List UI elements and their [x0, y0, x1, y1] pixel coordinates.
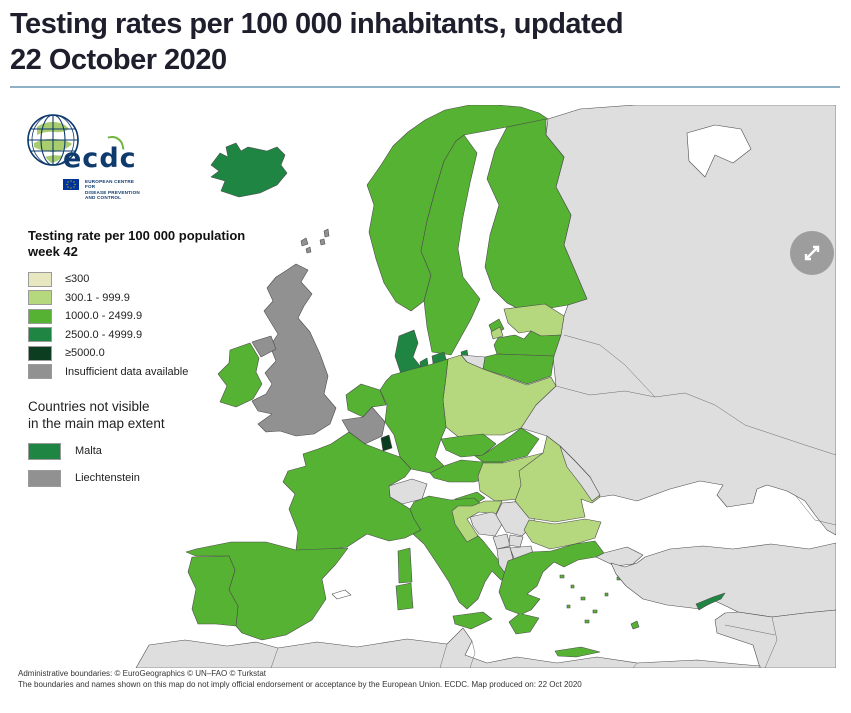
legend-swatch-2500-4999 — [28, 327, 52, 343]
legend-swatch-le300 — [28, 271, 52, 287]
region-romania — [514, 435, 601, 523]
region-corsica — [397, 547, 413, 584]
region-rhodes — [630, 620, 640, 630]
region-netherlands — [345, 383, 387, 418]
region-moldova — [559, 445, 601, 502]
region-white-sea — [686, 124, 752, 178]
ecdc-org-name: EUROPEAN CENTRE FOR DISEASE PREVENTION A… — [85, 179, 145, 201]
inset-legend-title: Countries not visible in the main map ex… — [28, 398, 258, 432]
legend-row: ≤300 — [28, 270, 258, 289]
region-balearics — [331, 589, 352, 600]
choropleth-map-svg — [135, 105, 836, 668]
legend-title-line1: Testing rate per 100 000 population — [28, 228, 246, 243]
region-estonia-islands — [490, 326, 504, 340]
region-finland — [484, 118, 588, 312]
border-libya-egypt — [632, 662, 638, 668]
legend-label: 2500.0 - 4999.9 — [65, 328, 143, 341]
credits-line2: The boundaries and names shown on this m… — [18, 679, 582, 689]
europe-map — [15, 105, 836, 668]
region-shetland — [319, 228, 330, 246]
page-title-line2: 22 October 2020 — [10, 44, 227, 76]
inset-legend: Countries not visible in the main map ex… — [28, 398, 258, 487]
page-title: Testing rates per 100 000 inhabitants, u… — [10, 6, 840, 88]
inset-row-liechtenstein: Liechtenstein — [28, 469, 258, 487]
region-greece — [498, 540, 605, 635]
region-bosnia — [469, 511, 506, 537]
legend-row: 300.1 - 999.9 — [28, 289, 258, 308]
border-caucasus — [794, 494, 836, 526]
liechtenstein-label: Liechtenstein — [75, 472, 140, 484]
inset-title-line2: in the main map extent — [28, 416, 165, 431]
region-portugal — [187, 555, 239, 627]
credits-line1: Administrative boundaries: © EuroGeograp… — [18, 669, 267, 678]
legend-row: 1000.0 - 2499.9 — [28, 307, 258, 326]
malta-swatch — [28, 442, 61, 460]
legend-swatch-insufficient — [28, 364, 52, 380]
ecdc-logo: ecdc EUROPEAN CENTRE FOR DISEASE PREVENT… — [25, 113, 145, 200]
legend-label: ≥5000.0 — [65, 347, 105, 360]
expand-arrows-icon — [804, 245, 820, 261]
inset-row-malta: Malta — [28, 442, 258, 460]
border-mideast-1 — [764, 616, 778, 668]
legend-row: ≥5000.0 — [28, 344, 258, 363]
legend-label: Insufficient data available — [65, 365, 189, 378]
region-cyprus — [695, 592, 726, 611]
inset-title-line1: Countries not visible — [28, 399, 150, 414]
border-algeria-tunisia — [439, 643, 448, 668]
region-turkey — [610, 542, 836, 618]
legend-row: 2500.0 - 4999.9 — [28, 326, 258, 345]
ecdc-org-line3: AND CONTROL — [85, 195, 122, 201]
region-estonia — [503, 303, 565, 337]
region-czechia — [440, 433, 497, 458]
border-tunisia-libya — [469, 640, 476, 668]
map-credits: Administrative boundaries: © EuroGeograp… — [18, 669, 582, 690]
malta-label: Malta — [75, 445, 102, 457]
border-belarus-ukraine — [555, 385, 686, 398]
map-legend: Testing rate per 100 000 population week… — [28, 228, 258, 381]
region-north-africa — [135, 627, 761, 668]
legend-title: Testing rate per 100 000 population week… — [28, 228, 258, 260]
globe-icon — [27, 114, 79, 166]
region-bulgaria — [523, 518, 602, 550]
legend-swatch-300-999 — [28, 290, 52, 306]
region-luxembourg — [380, 434, 393, 452]
legend-swatch-1000-2499 — [28, 308, 52, 324]
liechtenstein-swatch — [28, 469, 61, 487]
region-sardinia — [395, 582, 414, 611]
region-ireland — [217, 342, 263, 408]
border-morocco-algeria — [270, 647, 279, 668]
border-ukraine-russia — [684, 392, 836, 456]
region-crete — [554, 646, 601, 658]
region-northern-ireland — [251, 335, 277, 358]
border-mideast-2 — [724, 624, 776, 636]
region-iceland — [210, 142, 288, 198]
region-aegean-islands — [559, 574, 621, 624]
ecdc-org-line1: EUROPEAN CENTRE FOR — [85, 179, 135, 190]
border-belarus-russia — [563, 334, 656, 398]
region-kosovo — [508, 534, 524, 548]
page-title-line1: Testing rates per 100 000 inhabitants, u… — [10, 8, 624, 40]
legend-label: 1000.0 - 2499.9 — [65, 310, 143, 323]
region-croatia — [451, 500, 503, 543]
region-latvia — [493, 330, 562, 357]
legend-title-line2: week 42 — [28, 244, 78, 259]
region-sicily — [452, 611, 493, 630]
legend-rows: ≤300 300.1 - 999.9 1000.0 - 2499.9 2500.… — [28, 270, 258, 381]
eu-flag-icon — [63, 179, 79, 190]
expand-map-button[interactable] — [790, 231, 834, 275]
legend-label: 300.1 - 999.9 — [65, 291, 130, 304]
legend-row: Insufficient data available — [28, 363, 258, 382]
legend-label: ≤300 — [65, 273, 90, 286]
ecdc-wordmark: ecdc — [63, 143, 137, 174]
region-montenegro — [492, 533, 511, 550]
region-middle-east — [714, 609, 836, 668]
ecdc-leaf-icon — [107, 133, 125, 153]
region-united-kingdom — [251, 263, 337, 437]
region-faroe-islands — [300, 237, 312, 254]
legend-swatch-ge5000 — [28, 345, 52, 361]
region-turkey-thrace — [595, 546, 644, 567]
ecdc-org-line2: DISEASE PREVENTION — [85, 189, 140, 195]
region-france — [282, 431, 422, 552]
